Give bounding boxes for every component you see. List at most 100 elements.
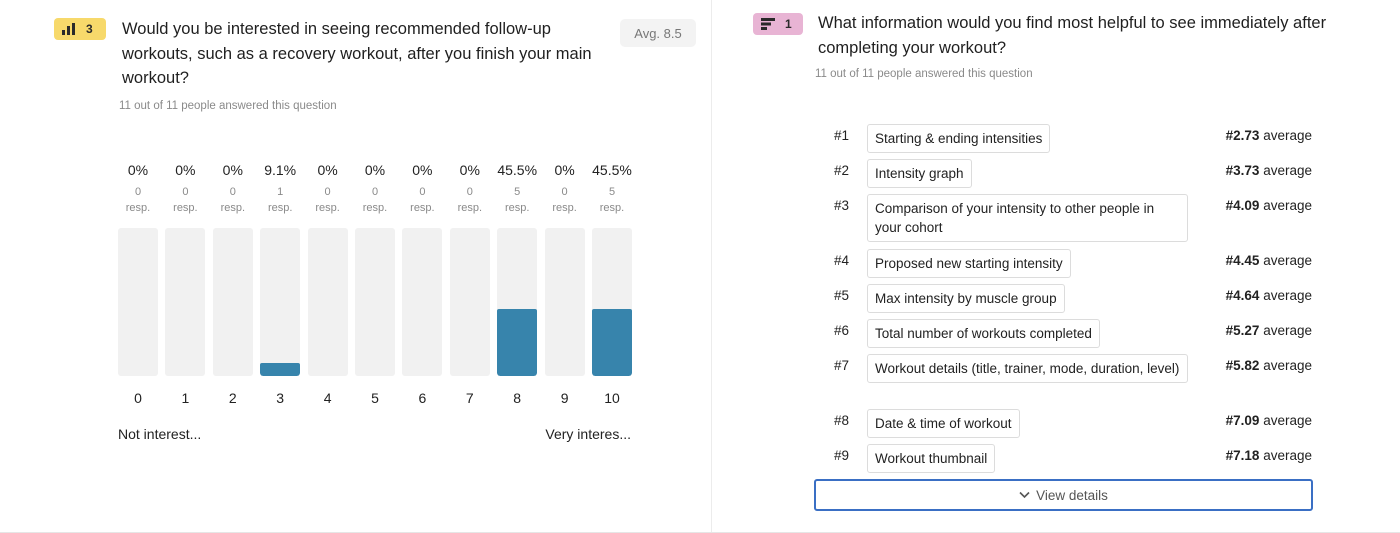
response-unit-label: resp.	[315, 202, 340, 214]
average-suffix: average	[1263, 128, 1312, 143]
response-count: 0	[229, 186, 236, 198]
rank-number: #3	[834, 198, 850, 213]
rating-bar-column: 0% 0 resp. 0	[118, 160, 158, 410]
ranking-option-chip: Comparison of your intensity to other pe…	[867, 194, 1188, 242]
bar-track	[307, 228, 348, 376]
response-unit-label: resp.	[220, 202, 246, 214]
average-rank-value: #7.09	[1225, 413, 1260, 428]
rating-bar-column: 9.1% 1 resp. 3	[260, 160, 301, 410]
ranking-option-chip: Date & time of workout	[867, 409, 1020, 438]
rating-bar-column: 45.5% 5 resp. 10	[592, 160, 632, 410]
rating-bar-column: 0% 0 resp. 5	[355, 160, 395, 410]
question-title: Would you be interested in seeing recomm…	[122, 20, 592, 87]
response-count: 5	[608, 186, 616, 198]
answer-count: 11 out of 11 people answered this questi…	[119, 100, 337, 112]
bar-fill	[497, 308, 538, 376]
scale-high-label: Very interes...	[545, 426, 631, 442]
average-rank-value: #2.73	[1225, 128, 1260, 143]
bar-track	[355, 228, 395, 376]
bar-track	[497, 228, 538, 376]
rating-bar-column: 45.5% 5 resp. 8	[497, 160, 538, 410]
percent-label: 45.5%	[497, 162, 538, 178]
average-rank: #5.27 average	[1226, 323, 1312, 338]
rating-bar-chart: 0% 0 resp. 0 0% 0 resp. 1 0% 0 resp. 2 9.1% 1 resp. 3 0%…	[118, 160, 634, 410]
percent-label: 0%	[412, 162, 433, 178]
response-count: 0	[134, 186, 142, 198]
view-details-button[interactable]: View details	[814, 479, 1313, 511]
rating-value-label: 6	[418, 390, 427, 406]
average-rank-value: #7.18	[1225, 448, 1260, 463]
bar-fill	[260, 362, 301, 376]
rating-bar-column: 0% 0 resp. 4	[307, 160, 348, 410]
percent-label: 0%	[459, 162, 480, 178]
average-suffix: average	[1263, 413, 1312, 428]
rating-value-label: 0	[134, 390, 142, 406]
rating-value-label: 4	[323, 390, 332, 406]
average-suffix: average	[1263, 163, 1312, 178]
response-unit-label: resp.	[267, 202, 293, 214]
bar-track	[118, 228, 158, 376]
rank-number: #5	[834, 288, 850, 303]
question-title: What information would you find most hel…	[818, 14, 1327, 57]
rank-number: #7	[834, 358, 850, 373]
rating-value-label: 5	[371, 390, 379, 406]
response-count: 0	[324, 186, 331, 198]
rating-value-label: 1	[181, 390, 190, 406]
bar-track	[260, 228, 301, 376]
response-unit-label: resp.	[504, 202, 530, 214]
percent-label: 0%	[317, 162, 338, 178]
bar-track	[449, 228, 490, 376]
percent-label: 45.5%	[592, 162, 632, 178]
rating-bar-column: 0% 0 resp. 2	[212, 160, 253, 410]
average-suffix: average	[1263, 448, 1312, 463]
rating-value-label: 7	[465, 390, 474, 406]
bar-track	[544, 228, 585, 376]
percent-label: 9.1%	[264, 162, 297, 178]
percent-label: 0%	[175, 162, 196, 178]
rating-value-label: 2	[228, 390, 237, 406]
bar-chart-icon	[58, 18, 80, 40]
question-type-badge: 3	[54, 18, 106, 40]
ranking-option-chip: Workout details (title, trainer, mode, d…	[867, 354, 1188, 383]
average-suffix: average	[1263, 358, 1312, 373]
average-suffix: average	[1263, 288, 1312, 303]
average-rank: #7.18 average	[1226, 448, 1312, 463]
rating-bar-column: 0% 0 resp. 6	[402, 160, 443, 410]
response-count: 0	[561, 186, 568, 198]
rank-number: #9	[834, 448, 850, 463]
response-unit-label: resp.	[410, 202, 435, 214]
average-rank: #5.82 average	[1226, 358, 1312, 373]
average-suffix: average	[1263, 198, 1312, 213]
ranking-option-chip: Starting & ending intensities	[867, 124, 1051, 153]
response-count: 5	[514, 186, 521, 198]
response-unit-label: resp.	[173, 202, 198, 214]
average-rank-value: #3.73	[1225, 163, 1260, 178]
response-count: 0	[371, 186, 379, 198]
ranking-option-chip: Intensity graph	[867, 159, 972, 188]
percent-label: 0%	[554, 162, 575, 178]
percent-label: 0%	[127, 162, 149, 178]
response-unit-label: resp.	[457, 202, 483, 214]
rank-number: #2	[834, 163, 850, 178]
rating-question-card: 3 Would you be interested in seeing reco…	[54, 0, 712, 532]
response-unit-label: resp.	[125, 202, 151, 214]
average-suffix: average	[1263, 253, 1312, 268]
average-rank: #4.64 average	[1226, 288, 1312, 303]
ranking-option-chip: Proposed new starting intensity	[867, 249, 1071, 278]
question-number: 3	[86, 22, 93, 36]
bar-track	[165, 228, 206, 376]
view-details-label: View details	[1036, 487, 1108, 503]
average-rank-value: #4.09	[1225, 198, 1260, 213]
average-suffix: average	[1263, 323, 1312, 338]
percent-label: 0%	[222, 162, 243, 178]
ranking-icon	[757, 13, 779, 35]
rating-bar-column: 0% 0 resp. 9	[544, 160, 585, 410]
average-rank-value: #5.82	[1225, 358, 1260, 373]
response-count: 1	[277, 186, 284, 198]
average-rank: #4.09 average	[1226, 198, 1312, 213]
rating-value-label: 8	[513, 390, 522, 406]
rank-number: #6	[834, 323, 850, 338]
answer-count: 11 out of 11 people answered this questi…	[815, 68, 1033, 80]
bar-track	[212, 228, 253, 376]
average-rank: #7.09 average	[1226, 413, 1312, 428]
